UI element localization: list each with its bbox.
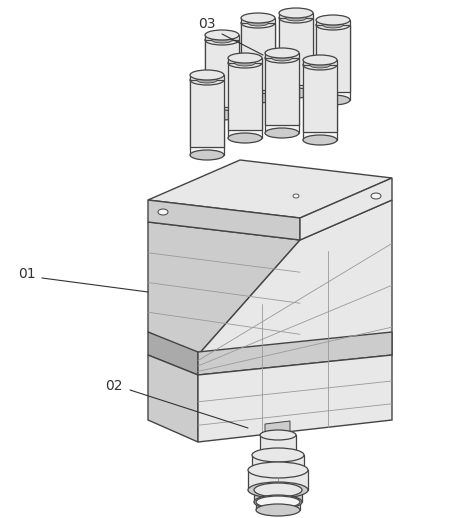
Ellipse shape [228, 53, 262, 63]
Polygon shape [148, 200, 300, 240]
Polygon shape [228, 58, 262, 63]
Polygon shape [316, 25, 350, 100]
Ellipse shape [241, 93, 275, 103]
Ellipse shape [205, 35, 239, 45]
Polygon shape [228, 63, 262, 130]
Ellipse shape [212, 37, 232, 43]
Polygon shape [241, 23, 275, 90]
Polygon shape [279, 18, 313, 85]
Polygon shape [198, 355, 392, 442]
Ellipse shape [248, 20, 268, 26]
Polygon shape [254, 490, 302, 502]
Ellipse shape [265, 53, 299, 63]
Polygon shape [303, 65, 337, 140]
Ellipse shape [228, 133, 262, 143]
Ellipse shape [241, 18, 275, 28]
Polygon shape [205, 40, 239, 107]
Ellipse shape [371, 193, 381, 199]
Polygon shape [190, 80, 224, 147]
Polygon shape [241, 23, 275, 98]
Polygon shape [316, 25, 350, 92]
Polygon shape [265, 58, 299, 125]
Polygon shape [190, 80, 224, 155]
Polygon shape [148, 355, 198, 442]
Ellipse shape [293, 194, 299, 198]
Ellipse shape [303, 60, 337, 70]
Ellipse shape [286, 15, 306, 21]
Ellipse shape [310, 62, 330, 68]
Ellipse shape [228, 58, 262, 68]
Ellipse shape [254, 495, 302, 509]
Ellipse shape [279, 13, 313, 23]
Polygon shape [148, 222, 300, 355]
Polygon shape [279, 18, 313, 93]
Ellipse shape [190, 70, 224, 80]
Text: 01: 01 [18, 267, 36, 281]
Polygon shape [300, 178, 392, 240]
Ellipse shape [279, 8, 313, 18]
Ellipse shape [256, 504, 300, 516]
Ellipse shape [323, 22, 343, 28]
Ellipse shape [316, 95, 350, 105]
Polygon shape [228, 63, 262, 138]
Ellipse shape [303, 55, 337, 65]
Ellipse shape [254, 483, 302, 497]
Polygon shape [148, 332, 198, 375]
Polygon shape [205, 35, 239, 40]
Ellipse shape [260, 450, 296, 460]
Ellipse shape [190, 150, 224, 160]
Text: 02: 02 [105, 379, 122, 393]
Polygon shape [190, 75, 224, 80]
Ellipse shape [316, 15, 350, 25]
Ellipse shape [265, 128, 299, 138]
Ellipse shape [260, 430, 296, 440]
Polygon shape [252, 455, 304, 470]
Ellipse shape [252, 463, 304, 477]
Polygon shape [248, 470, 308, 490]
Polygon shape [198, 200, 392, 375]
Ellipse shape [256, 496, 300, 508]
Ellipse shape [248, 462, 308, 478]
Polygon shape [265, 53, 299, 58]
Ellipse shape [252, 448, 304, 462]
Polygon shape [279, 13, 313, 18]
Text: 03: 03 [198, 17, 216, 31]
Polygon shape [241, 18, 275, 23]
Polygon shape [303, 60, 337, 65]
Polygon shape [256, 502, 300, 510]
Polygon shape [265, 58, 299, 133]
Ellipse shape [272, 55, 292, 61]
Polygon shape [260, 435, 296, 455]
Ellipse shape [158, 209, 168, 215]
Ellipse shape [279, 88, 313, 98]
Polygon shape [316, 20, 350, 25]
Ellipse shape [205, 30, 239, 40]
Ellipse shape [205, 110, 239, 120]
Ellipse shape [197, 77, 217, 83]
Polygon shape [265, 421, 290, 435]
Ellipse shape [241, 13, 275, 23]
Polygon shape [303, 65, 337, 132]
Polygon shape [148, 160, 392, 218]
Ellipse shape [190, 75, 224, 85]
Polygon shape [205, 40, 239, 115]
Ellipse shape [316, 20, 350, 30]
Polygon shape [198, 332, 392, 375]
Ellipse shape [248, 482, 308, 498]
Ellipse shape [265, 48, 299, 58]
Ellipse shape [235, 60, 255, 66]
Ellipse shape [303, 135, 337, 145]
